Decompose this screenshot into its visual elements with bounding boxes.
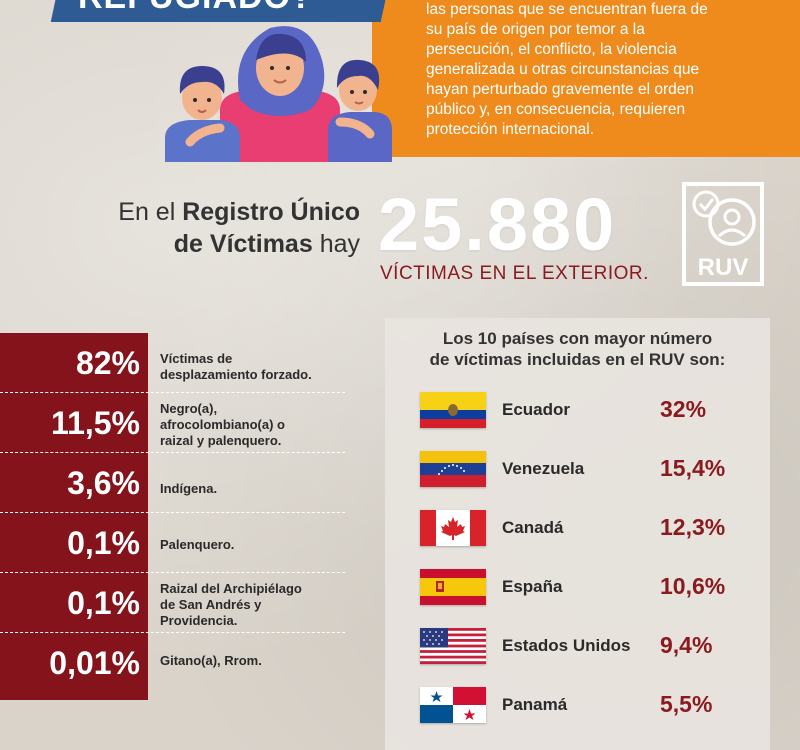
stat-label-line: Gitano(a), Rrom. — [160, 653, 262, 668]
stat-label: Indígena. — [160, 481, 345, 497]
country-name: Ecuador — [502, 400, 571, 419]
panel-title-line: Los 10 países con mayor número — [442, 329, 713, 348]
stat-row: 0,1% Palenquero. — [0, 513, 345, 573]
stat-label: Gitano(a), Rrom. — [160, 653, 345, 669]
country-row: Ecuador 32% — [420, 392, 760, 432]
stat-row: 82% Víctimas de desplazamiento forzado. — [0, 333, 345, 393]
ruv-intro: En el Registro Único de Víctimas hay — [50, 196, 360, 260]
page-title: REFUGIADO? — [78, 0, 378, 17]
ruv-icon-label: RUV — [698, 254, 749, 281]
country-pct: 10,6% — [660, 573, 726, 599]
panel-title-line: de víctimas incluidas en el RUV son: — [429, 350, 726, 369]
stat-label: Negro(a), afrocolombiano(a) o raizal y p… — [160, 401, 345, 449]
country-row: Panamá 5,5% — [420, 687, 760, 727]
stat-row: 0,01% Gitano(a), Rrom. — [0, 633, 345, 693]
stat-value: 0,01% — [49, 645, 140, 681]
country-name: Venezuela — [502, 459, 585, 478]
stat-label-line: desplazamiento forzado. — [160, 367, 312, 382]
countries-panel-title: Los 10 países con mayor número de víctim… — [395, 328, 760, 370]
definition-line: su país de origen por temor a la — [426, 21, 645, 38]
stat-label-line: Palenquero. — [160, 537, 235, 552]
stat-divider — [0, 632, 345, 633]
spain-flag-icon — [420, 569, 486, 605]
intro-suffix: hay — [319, 230, 360, 258]
definition-line: protección internacional. — [426, 121, 595, 138]
stat-value: 0,1% — [67, 585, 140, 621]
stat-label-line: Providencia. — [160, 613, 238, 628]
country-row: Venezuela 15,4% — [420, 451, 760, 491]
usa-flag-icon — [420, 628, 486, 664]
panama-flag-icon — [420, 687, 486, 723]
definition-box — [372, 0, 800, 157]
stat-row: 0,1% Raizal del Archipiélago de San Andr… — [0, 573, 345, 633]
stats-column — [0, 333, 148, 700]
stat-divider — [0, 452, 345, 453]
intro-registry-name-2: de Víctimas — [173, 230, 313, 258]
stat-label-line: afrocolombiano(a) o — [160, 417, 285, 432]
country-name: España — [502, 577, 563, 596]
stat-divider — [0, 392, 345, 393]
country-row: España 10,6% — [420, 569, 760, 609]
definition-line: persecución, el conflicto, la violencia — [426, 41, 677, 58]
stat-label-line: de San Andrés y — [160, 597, 262, 612]
canada-flag-icon — [420, 510, 486, 546]
venezuela-flag-icon — [420, 451, 486, 487]
country-name: Estados Unidos — [502, 636, 631, 655]
stat-label: Palenquero. — [160, 537, 345, 553]
stat-value: 82% — [75, 345, 140, 381]
stat-row: 11,5% Negro(a), afrocolombiano(a) o raiz… — [0, 393, 345, 453]
stat-divider — [0, 572, 345, 573]
country-pct: 9,4% — [660, 632, 713, 658]
country-name: Canadá — [502, 518, 564, 537]
definition-line: hayan perturbado gravemente el orden — [426, 81, 694, 98]
victims-abroad-label: VÍCTIMAS EN EL EXTERIOR. — [380, 263, 649, 284]
country-pct: 32% — [660, 396, 707, 422]
definition-line: generalizada u otras circunstancias que — [426, 61, 700, 78]
stat-label-line: Indígena. — [160, 481, 218, 496]
stat-value: 11,5% — [51, 405, 140, 441]
country-row: Canadá 12,3% — [420, 510, 760, 550]
definition-text: las personas que se encuentran fuera de … — [426, 0, 776, 140]
stat-row: 3,6% Indígena. — [0, 453, 345, 513]
country-row: Estados Unidos 9,4% — [420, 628, 760, 668]
ecuador-flag-icon — [420, 392, 486, 428]
stat-divider — [0, 512, 345, 513]
country-pct: 15,4% — [660, 455, 726, 481]
country-pct: 5,5% — [660, 691, 713, 717]
refugee-family-illustration — [165, 26, 392, 162]
stat-label-line: raizal y palenquero. — [160, 433, 282, 448]
stat-label-line: Víctimas de — [160, 351, 233, 366]
intro-registry-name: Registro Único — [182, 198, 360, 226]
victims-abroad-number: 25.880 — [378, 183, 617, 266]
stat-label: Víctimas de desplazamiento forzado. — [160, 351, 345, 383]
stat-value: 3,6% — [67, 465, 140, 501]
ruv-document-icon: RUV — [682, 182, 764, 286]
country-pct: 12,3% — [660, 514, 726, 540]
country-name: Panamá — [502, 695, 568, 714]
intro-prefix: En el — [118, 198, 176, 226]
definition-line: las personas que se encuentran fuera de — [426, 1, 708, 18]
stat-label-line: Raizal del Archipiélago — [160, 581, 302, 596]
definition-line: público y, en consecuencia, requieren — [426, 101, 686, 118]
stat-label-line: Negro(a), — [160, 401, 218, 416]
stat-label: Raizal del Archipiélago de San Andrés y … — [160, 581, 345, 629]
stat-value: 0,1% — [67, 525, 140, 561]
